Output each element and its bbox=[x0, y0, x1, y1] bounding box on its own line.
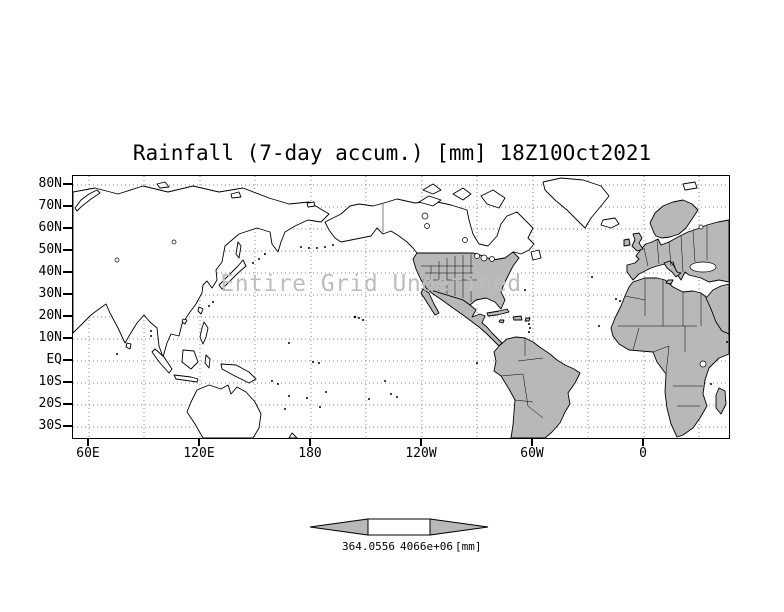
arabia bbox=[705, 283, 729, 335]
sri-lanka bbox=[125, 342, 132, 350]
y-axis-tick bbox=[63, 403, 72, 405]
sakhalin bbox=[235, 241, 242, 259]
lat-label-eq: EQ bbox=[46, 352, 62, 367]
x-axis-tick bbox=[642, 438, 644, 446]
y-axis-tick bbox=[63, 183, 72, 185]
colorbar-segment bbox=[367, 518, 431, 536]
africa bbox=[610, 277, 729, 438]
arctic-island bbox=[230, 191, 242, 199]
italy bbox=[663, 260, 682, 278]
lon-label-60e: 60E bbox=[76, 446, 100, 461]
borneo bbox=[181, 349, 199, 370]
y-axis-tick bbox=[63, 227, 72, 229]
x-axis-tick bbox=[309, 438, 311, 446]
hispaniola bbox=[512, 315, 523, 321]
y-axis-tick bbox=[63, 425, 72, 427]
y-axis-tick bbox=[63, 315, 72, 317]
lat-label-20n: 20N bbox=[38, 308, 62, 323]
y-axis-tick bbox=[63, 359, 72, 361]
sumatra bbox=[151, 348, 173, 374]
colorbar-graphic bbox=[309, 518, 489, 536]
wrangel-island bbox=[306, 201, 316, 208]
sulawesi bbox=[204, 354, 211, 369]
lat-label-80n: 80N bbox=[38, 176, 62, 191]
lon-label-120e: 120E bbox=[183, 446, 215, 461]
y-axis-tick bbox=[63, 293, 72, 295]
iceland bbox=[600, 217, 620, 229]
lon-label-180: 180 bbox=[298, 446, 322, 461]
mexico-central-america bbox=[426, 288, 503, 347]
madagascar bbox=[715, 387, 727, 415]
puerto-rico bbox=[524, 317, 531, 322]
lakes bbox=[114, 212, 717, 368]
australia bbox=[186, 384, 262, 438]
canada-alaska bbox=[324, 198, 535, 261]
colorbar-max-label: 4066e+06 bbox=[400, 540, 453, 553]
x-axis-tick bbox=[198, 438, 200, 446]
country-borders bbox=[382, 204, 708, 419]
great-britain bbox=[631, 232, 644, 252]
lat-label-30n: 30N bbox=[38, 286, 62, 301]
philippines bbox=[199, 321, 209, 345]
plot-title: Rainfall (7-day accum.) [mm] 18Z10Oct202… bbox=[132, 141, 652, 165]
world-map: Entire Grid Undefined bbox=[73, 176, 729, 438]
lon-label-120w: 120W bbox=[405, 446, 437, 461]
lat-label-50n: 50N bbox=[38, 242, 62, 257]
landmass-unshaded bbox=[73, 177, 698, 438]
arctic-island bbox=[422, 183, 442, 195]
map-frame: Entire Grid Undefined bbox=[72, 175, 730, 439]
lat-label-20s: 20S bbox=[38, 396, 62, 411]
lat-label-30s: 30S bbox=[38, 418, 62, 433]
colorbar bbox=[300, 518, 500, 544]
newfoundland bbox=[530, 249, 542, 261]
colorbar-right-arrow bbox=[429, 518, 489, 536]
y-axis-tick bbox=[63, 381, 72, 383]
scandinavia bbox=[649, 199, 699, 239]
novaya-zemlya bbox=[74, 189, 101, 212]
lat-label-70n: 70N bbox=[38, 198, 62, 213]
baja-california bbox=[420, 288, 440, 316]
y-axis-tick bbox=[63, 337, 72, 339]
x-axis-tick bbox=[531, 438, 533, 446]
x-axis-tick bbox=[420, 438, 422, 446]
lon-label-0: 0 bbox=[639, 446, 647, 461]
ireland bbox=[623, 238, 631, 247]
new-guinea bbox=[220, 363, 257, 384]
taiwan bbox=[197, 306, 204, 315]
black-sea bbox=[689, 261, 717, 273]
arctic-island bbox=[452, 187, 472, 201]
lon-label-60w: 60W bbox=[520, 446, 544, 461]
south-america bbox=[493, 336, 581, 438]
y-axis-tick bbox=[63, 249, 72, 251]
y-axis-tick bbox=[63, 205, 72, 207]
x-axis-tick bbox=[87, 438, 89, 446]
lat-label-10n: 10N bbox=[38, 330, 62, 345]
svalbard bbox=[682, 181, 698, 191]
victoria-island bbox=[418, 195, 442, 207]
colorbar-left-arrow bbox=[309, 518, 369, 536]
cuba bbox=[486, 308, 510, 317]
arctic-island bbox=[156, 181, 170, 189]
lat-label-40n: 40N bbox=[38, 264, 62, 279]
lat-label-10s: 10S bbox=[38, 374, 62, 389]
small-islands bbox=[116, 244, 728, 410]
japan bbox=[218, 259, 247, 290]
sicily bbox=[665, 279, 674, 285]
new-zealand bbox=[288, 432, 298, 438]
eurasia bbox=[73, 185, 330, 358]
java bbox=[173, 374, 199, 383]
colorbar-unit-label: [mm] bbox=[455, 540, 482, 553]
jamaica bbox=[498, 319, 505, 324]
greenland bbox=[542, 177, 610, 229]
baffin-island bbox=[480, 189, 506, 209]
lat-label-60n: 60N bbox=[38, 220, 62, 235]
y-axis-tick bbox=[63, 271, 72, 273]
hainan bbox=[181, 318, 188, 325]
colorbar-min-label: 364.0556 bbox=[342, 540, 395, 553]
undefined-grid-message: Entire Grid Undefined bbox=[220, 271, 521, 297]
